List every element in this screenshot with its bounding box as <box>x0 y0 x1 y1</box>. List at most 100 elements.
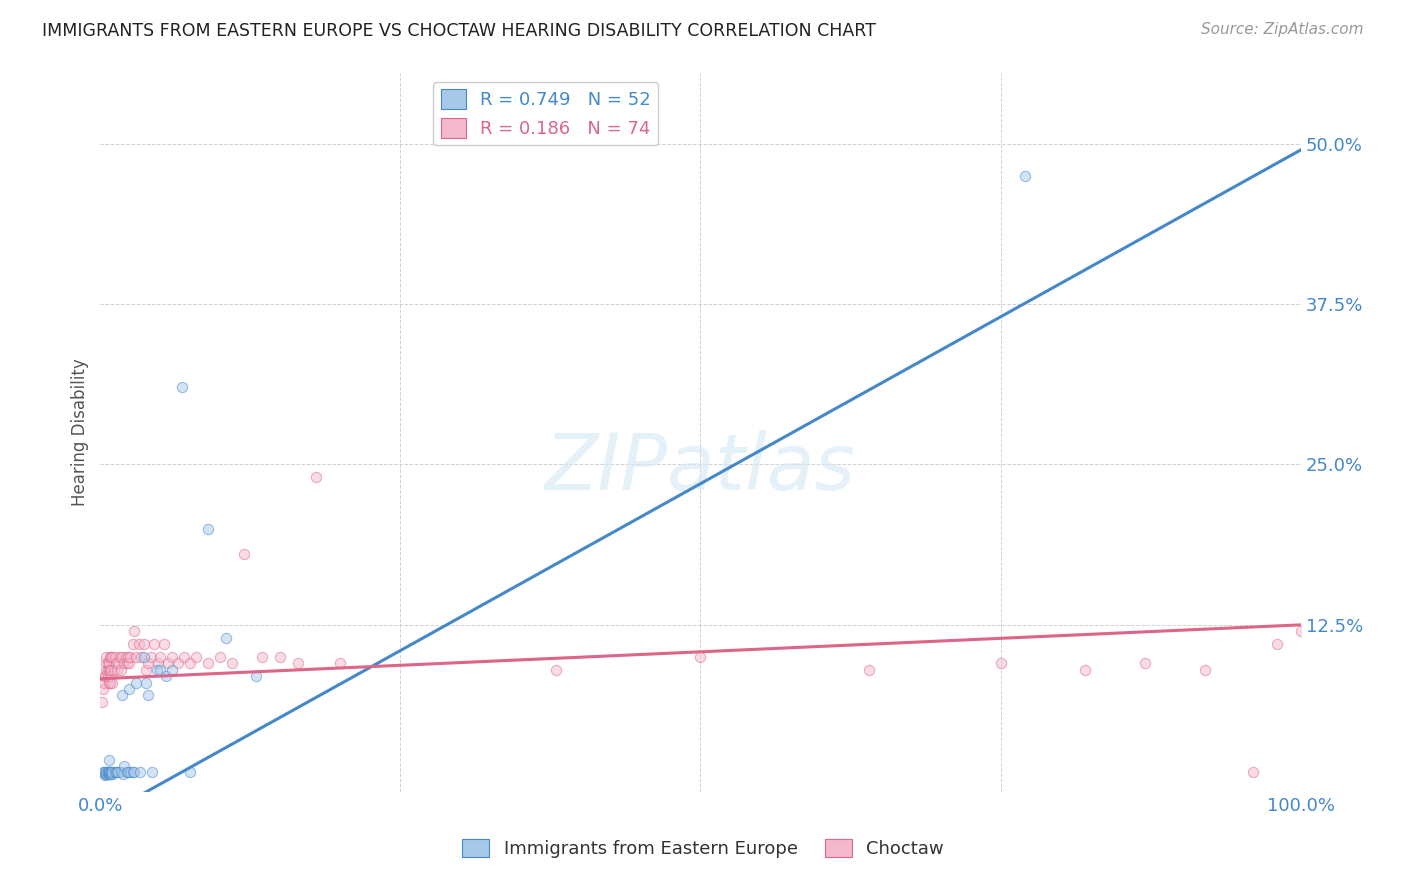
Point <box>1133 657 1156 671</box>
Point <box>221 657 243 671</box>
Point <box>105 663 128 677</box>
Point <box>990 657 1012 671</box>
Point <box>90 695 112 709</box>
Point <box>96 766 118 780</box>
Point <box>1241 765 1264 780</box>
Point <box>98 675 121 690</box>
Point <box>139 649 162 664</box>
Point <box>115 765 138 780</box>
Point <box>141 765 163 780</box>
Point <box>135 663 157 677</box>
Point <box>179 765 201 780</box>
Point <box>125 675 148 690</box>
Point <box>100 766 122 780</box>
Point <box>153 637 176 651</box>
Point <box>1073 663 1095 677</box>
Point <box>167 657 190 671</box>
Point <box>94 669 117 683</box>
Point <box>97 663 120 677</box>
Point <box>101 766 124 780</box>
Point <box>98 766 121 780</box>
Point <box>96 649 118 664</box>
Point <box>114 649 136 664</box>
Point <box>115 657 138 671</box>
Point <box>97 766 120 780</box>
Point <box>197 522 219 536</box>
Point <box>93 675 115 690</box>
Point <box>100 765 122 780</box>
Point <box>91 681 114 696</box>
Point <box>156 657 179 671</box>
Point <box>132 649 155 664</box>
Point <box>100 649 122 664</box>
Point <box>100 669 122 683</box>
Point <box>96 765 118 780</box>
Text: Source: ZipAtlas.com: Source: ZipAtlas.com <box>1201 22 1364 37</box>
Point <box>120 649 142 664</box>
Point <box>111 649 134 664</box>
Point <box>1014 169 1036 183</box>
Point <box>143 637 166 651</box>
Point <box>94 766 117 780</box>
Point <box>97 765 120 780</box>
Point <box>105 765 128 780</box>
Point <box>104 765 127 780</box>
Point <box>145 663 167 677</box>
Point <box>125 649 148 664</box>
Point <box>97 657 120 671</box>
Point <box>94 669 117 683</box>
Point <box>96 657 118 671</box>
Point <box>269 649 291 664</box>
Point <box>162 663 184 677</box>
Point <box>110 663 132 677</box>
Point <box>96 765 118 780</box>
Point <box>101 675 124 690</box>
Point <box>101 649 124 664</box>
Point <box>122 765 145 780</box>
Point <box>98 766 121 780</box>
Point <box>104 765 127 780</box>
Text: IMMIGRANTS FROM EASTERN EUROPE VS CHOCTAW HEARING DISABILITY CORRELATION CHART: IMMIGRANTS FROM EASTERN EUROPE VS CHOCTA… <box>42 22 876 40</box>
Point <box>96 663 118 677</box>
Point <box>132 637 155 651</box>
Point <box>107 657 129 671</box>
Point <box>104 649 127 664</box>
Point <box>128 637 150 651</box>
Point <box>170 380 193 394</box>
Point <box>209 649 232 664</box>
Point <box>120 765 142 780</box>
Y-axis label: Hearing Disability: Hearing Disability <box>72 359 89 507</box>
Point <box>108 649 131 664</box>
Point <box>129 765 152 780</box>
Point <box>100 765 122 780</box>
Point <box>107 765 129 780</box>
Point <box>1265 637 1288 651</box>
Point <box>689 649 711 664</box>
Point <box>121 765 143 780</box>
Legend: R = 0.749   N = 52, R = 0.186   N = 74: R = 0.749 N = 52, R = 0.186 N = 74 <box>433 82 658 145</box>
Point <box>111 689 134 703</box>
Point <box>1194 663 1216 677</box>
Point <box>122 624 145 639</box>
Point <box>112 759 135 773</box>
Point <box>149 663 172 677</box>
Point <box>1289 624 1312 639</box>
Point <box>305 470 328 484</box>
Point <box>98 649 121 664</box>
Point <box>110 765 132 780</box>
Point <box>112 657 135 671</box>
Point <box>135 675 157 690</box>
Point <box>197 657 219 671</box>
Point <box>97 765 120 780</box>
Point <box>96 669 118 683</box>
Point <box>112 766 135 780</box>
Point <box>149 649 172 664</box>
Legend: Immigrants from Eastern Europe, Choctaw: Immigrants from Eastern Europe, Choctaw <box>456 831 950 865</box>
Text: ZIPatlas: ZIPatlas <box>546 430 856 507</box>
Point <box>155 669 177 683</box>
Point <box>233 547 256 561</box>
Point <box>252 649 274 664</box>
Point <box>287 657 309 671</box>
Point <box>162 649 184 664</box>
Point <box>101 765 124 780</box>
